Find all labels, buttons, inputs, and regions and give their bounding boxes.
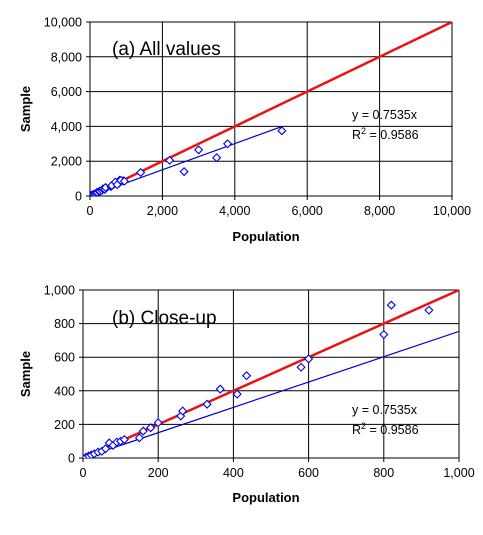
y-tick-label: 2,000 [51, 155, 82, 169]
one-to-one-line [90, 22, 452, 196]
x-tick-label: 2,000 [147, 204, 178, 218]
data-point [119, 176, 129, 186]
data-point [202, 399, 212, 409]
plot-area [83, 290, 459, 458]
regression-equation: y = 0.7535x [352, 403, 418, 417]
data-point [178, 406, 188, 416]
data-point [304, 354, 314, 364]
y-axis-title: Sample [18, 86, 33, 132]
data-point [241, 371, 252, 381]
data-point [119, 434, 129, 445]
r-squared-label: R2 = 0.9586 [352, 421, 419, 437]
x-tick-label: 600 [298, 466, 319, 480]
x-axis-title: Population [232, 229, 299, 244]
chart-panel-b: 0 200 400 600 800 1,000 0 200 400 600 800 1,000 (b) … [18, 284, 475, 506]
regression-equation: y = 0.7535x [352, 108, 418, 122]
data-point [138, 426, 148, 436]
x-tick-label: 10,000 [433, 204, 471, 218]
y-tick-label: 10,000 [44, 16, 82, 30]
data-point [134, 433, 144, 443]
y-tick-label: 8,000 [51, 50, 82, 64]
data-point [386, 300, 396, 310]
plot-area [90, 22, 452, 196]
y-tick-label: 1,000 [44, 284, 75, 298]
y-tick-label: 0 [68, 452, 75, 466]
y-tick-label: 400 [54, 384, 75, 398]
data-point [179, 167, 189, 177]
r-squared-label: R2 = 0.9586 [352, 126, 419, 142]
data-point [222, 139, 233, 149]
data-point [194, 145, 204, 155]
data-point [165, 155, 175, 165]
data-point [146, 423, 156, 433]
x-tick-label: 1,000 [443, 466, 474, 480]
x-tick-label: 4,000 [219, 204, 250, 218]
y-tick-label: 6,000 [51, 85, 82, 99]
y-tick-label: 4,000 [51, 120, 82, 134]
y-axis-title: Sample [18, 351, 33, 397]
y-tick-label: 800 [54, 317, 75, 331]
x-axis-title: Population [232, 490, 299, 505]
data-point [136, 167, 146, 178]
x-tick-label: 0 [87, 204, 94, 218]
panel-label: (a) All values [112, 39, 221, 60]
chart-panel-a: 0 2,000 4,000 6,000 8,000 10,000 0 2,000 4,000 6,… [18, 16, 471, 245]
x-tick-label: 6,000 [292, 204, 323, 218]
data-point [277, 126, 287, 136]
data-point [232, 389, 242, 399]
data-point [424, 305, 434, 315]
data-point [100, 444, 111, 454]
y-tick-label: 200 [54, 418, 75, 432]
data-point [153, 418, 163, 428]
data-point [212, 153, 222, 163]
x-tick-label: 800 [373, 466, 394, 480]
x-tick-label: 400 [223, 466, 244, 480]
data-point [379, 329, 389, 340]
x-tick-label: 0 [80, 466, 87, 480]
y-tick-label: 0 [75, 190, 82, 204]
y-tick-label: 600 [54, 351, 75, 365]
data-point [215, 384, 225, 394]
data-point [296, 362, 306, 372]
panel-label: (b) Close-up [112, 308, 217, 329]
regression-line [83, 330, 459, 458]
x-tick-label: 8,000 [364, 204, 395, 218]
x-tick-label: 200 [148, 466, 169, 480]
